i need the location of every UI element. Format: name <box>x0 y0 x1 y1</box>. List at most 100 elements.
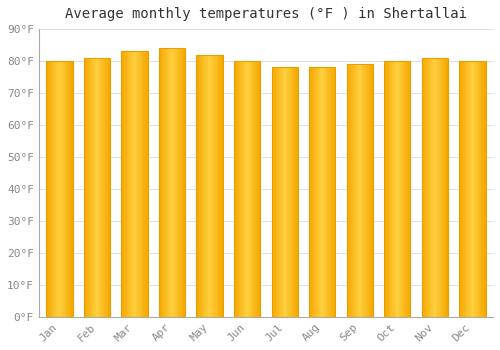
Bar <box>61 61 62 317</box>
Bar <box>408 61 410 317</box>
Bar <box>274 68 275 317</box>
Bar <box>201 55 202 317</box>
Bar <box>316 68 317 317</box>
Bar <box>323 68 324 317</box>
Bar <box>166 48 167 317</box>
Bar <box>312 68 314 317</box>
Bar <box>391 61 392 317</box>
Bar <box>64 61 66 317</box>
Bar <box>325 68 326 317</box>
Bar <box>105 58 106 317</box>
Bar <box>96 58 97 317</box>
Bar <box>320 68 322 317</box>
Bar <box>246 61 247 317</box>
Bar <box>356 64 357 317</box>
Bar <box>125 51 126 317</box>
Bar <box>324 68 325 317</box>
Bar <box>348 64 350 317</box>
Bar <box>385 61 386 317</box>
Bar <box>277 68 278 317</box>
Bar <box>483 61 484 317</box>
Bar <box>159 48 160 317</box>
Bar <box>439 58 440 317</box>
Bar <box>147 51 148 317</box>
Bar <box>234 61 235 317</box>
Bar <box>62 61 63 317</box>
Bar <box>181 48 182 317</box>
Bar <box>104 58 105 317</box>
Bar <box>350 64 351 317</box>
Bar <box>358 64 359 317</box>
Bar <box>460 61 485 317</box>
Bar <box>46 61 47 317</box>
Bar <box>275 68 276 317</box>
Bar <box>124 51 125 317</box>
Bar <box>393 61 394 317</box>
Bar <box>97 58 98 317</box>
Bar <box>63 61 64 317</box>
Bar <box>247 61 248 317</box>
Bar <box>372 64 373 317</box>
Bar <box>168 48 170 317</box>
Bar <box>289 68 290 317</box>
Bar <box>464 61 466 317</box>
Bar <box>468 61 469 317</box>
Bar <box>481 61 482 317</box>
Bar <box>252 61 254 317</box>
Bar <box>357 64 358 317</box>
Bar <box>367 64 368 317</box>
Bar <box>134 51 136 317</box>
Bar <box>422 58 448 317</box>
Bar <box>428 58 430 317</box>
Bar <box>102 58 103 317</box>
Bar <box>353 64 354 317</box>
Bar <box>438 58 439 317</box>
Bar <box>184 48 185 317</box>
Bar <box>272 68 274 317</box>
Bar <box>146 51 147 317</box>
Bar <box>136 51 137 317</box>
Bar <box>272 68 298 317</box>
Bar <box>283 68 284 317</box>
Bar <box>441 58 442 317</box>
Bar <box>57 61 58 317</box>
Bar <box>159 48 185 317</box>
Bar <box>442 58 443 317</box>
Bar <box>314 68 315 317</box>
Bar <box>128 51 130 317</box>
Bar <box>278 68 280 317</box>
Bar <box>290 68 291 317</box>
Bar <box>470 61 472 317</box>
Bar <box>294 68 295 317</box>
Bar <box>68 61 69 317</box>
Bar <box>49 61 50 317</box>
Bar <box>434 58 435 317</box>
Bar <box>55 61 56 317</box>
Bar <box>248 61 249 317</box>
Bar <box>317 68 318 317</box>
Bar <box>56 61 57 317</box>
Bar <box>220 55 221 317</box>
Bar <box>390 61 391 317</box>
Bar <box>221 55 222 317</box>
Bar <box>288 68 289 317</box>
Bar <box>122 51 148 317</box>
Bar <box>332 68 333 317</box>
Bar <box>276 68 277 317</box>
Bar <box>86 58 88 317</box>
Bar <box>170 48 171 317</box>
Bar <box>462 61 463 317</box>
Bar <box>66 61 68 317</box>
Bar <box>172 48 173 317</box>
Bar <box>295 68 296 317</box>
Bar <box>240 61 241 317</box>
Bar <box>311 68 312 317</box>
Bar <box>398 61 399 317</box>
Bar <box>386 61 387 317</box>
Bar <box>346 64 348 317</box>
Bar <box>388 61 390 317</box>
Bar <box>430 58 432 317</box>
Bar <box>196 55 223 317</box>
Bar <box>210 55 212 317</box>
Bar <box>427 58 428 317</box>
